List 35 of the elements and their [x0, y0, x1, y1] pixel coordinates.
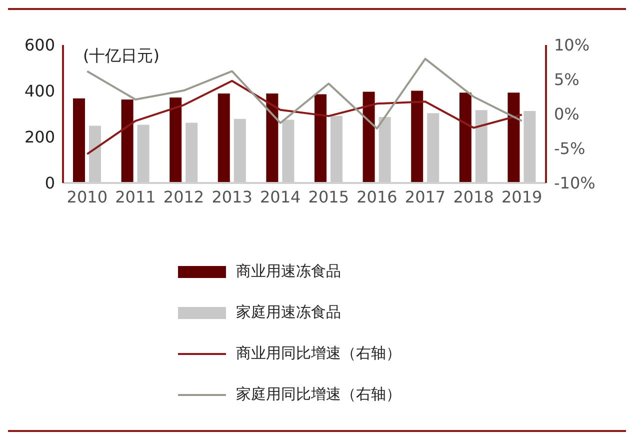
bar: [362, 92, 375, 183]
x-tick-label: 2015: [308, 187, 350, 206]
y-tick-label: 200: [24, 128, 55, 147]
y2-tick-label: 0%: [554, 104, 580, 124]
bar: [411, 90, 424, 183]
legend-label: 家庭用速冻食品: [236, 303, 341, 322]
x-tick-label: 2012: [163, 187, 204, 206]
annotation: (十亿日元): [83, 46, 160, 65]
bar: [314, 94, 326, 183]
bar: [508, 92, 520, 183]
y-tick-label: 400: [24, 82, 55, 101]
x-tick-label: 2017: [404, 187, 446, 206]
x-tick-label: 2014: [260, 187, 301, 206]
bar: [459, 92, 472, 183]
x-tick-label: 2018: [453, 187, 494, 206]
y2-tick-label: 10%: [554, 36, 590, 55]
x-tick-label: 2010: [66, 187, 108, 206]
line-series: [86, 80, 523, 156]
bar: [73, 98, 85, 183]
bar: [121, 100, 134, 183]
legend-label: 商业用同比增速（右轴）: [236, 344, 401, 363]
x-tick-label: 2013: [212, 187, 252, 206]
y2-tick-label: 5%: [554, 70, 580, 90]
x-tick-label: 2019: [501, 187, 542, 206]
y-tick-label: 0: [44, 174, 55, 193]
legend-label: 家庭用同比增速（右轴）: [236, 385, 401, 404]
legend-label: 商业用速冻食品: [236, 262, 341, 281]
bar: [170, 97, 182, 183]
bar: [218, 94, 230, 183]
y2-tick-label: -5%: [554, 139, 586, 158]
x-tick-label: 2011: [115, 187, 156, 206]
y2-tick-label: -10%: [554, 174, 596, 193]
y-tick-label: 600: [24, 36, 55, 55]
x-tick-label: 2016: [356, 187, 398, 206]
bar: [266, 94, 278, 183]
